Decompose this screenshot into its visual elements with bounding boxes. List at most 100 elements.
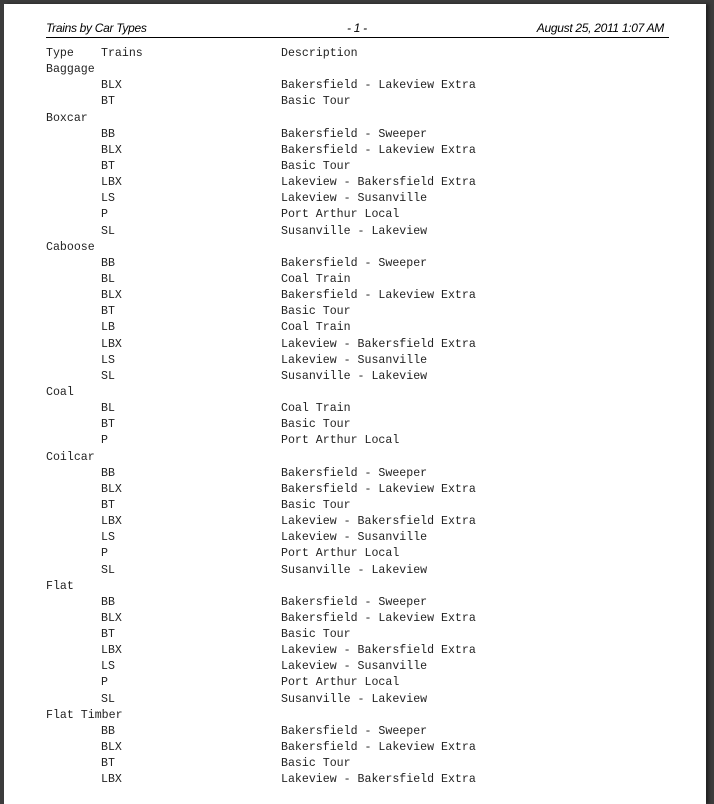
train-description: Basic Tour: [281, 757, 351, 771]
train-description: Coal Train: [281, 402, 351, 416]
train-description: Port Arthur Local: [281, 547, 400, 561]
column-description: Description: [281, 47, 358, 60]
train-code: LBX: [101, 337, 122, 351]
train-code: SL: [101, 692, 115, 706]
train-row: BT Basic Tour: [4, 304, 351, 320]
train-description: Bakersfield - Lakeview Extra: [281, 741, 476, 755]
train-code: BB: [101, 127, 115, 141]
train-description: Coal Train: [281, 272, 351, 286]
train-description: Lakeview - Susanville: [281, 531, 428, 545]
train-row: BB Bakersfield - Sweeper: [4, 127, 427, 143]
train-code: BL: [101, 272, 115, 286]
train-row: SL Susanville - Lakeview: [4, 369, 427, 385]
group-row: Baggage: [4, 62, 95, 78]
train-code: BT: [101, 305, 115, 319]
train-description: Bakersfield - Lakeview Extra: [281, 611, 476, 625]
train-description: Basic Tour: [281, 305, 351, 319]
train-row: P Port Arthur Local: [4, 433, 399, 449]
train-row: BB Bakersfield - Sweeper: [4, 466, 427, 482]
train-code: BB: [101, 724, 115, 738]
train-code: LBX: [101, 644, 122, 658]
train-code: LS: [101, 660, 115, 674]
report-table: Type Trains Description Baggage BLX Bakers…: [4, 46, 476, 788]
train-description: Susanville - Lakeview: [281, 563, 428, 577]
train-code: BLX: [101, 611, 122, 625]
train-code: LBX: [101, 176, 122, 190]
train-code: BT: [101, 418, 115, 432]
train-description: Lakeview - Bakersfield Extra: [281, 515, 476, 529]
train-description: Basic Tour: [281, 418, 351, 432]
train-code: BLX: [101, 741, 122, 755]
train-description: Port Arthur Local: [281, 676, 400, 690]
group-row: Coal: [4, 385, 74, 401]
train-description: Susanville - Lakeview: [281, 369, 428, 383]
column-type: Type: [46, 47, 74, 60]
train-description: Lakeview - Susanville: [281, 353, 428, 367]
train-row: LBX Lakeview - Bakersfield Extra: [4, 514, 476, 530]
train-code: BB: [101, 466, 115, 480]
train-row: LS Lakeview - Susanville: [4, 191, 427, 207]
train-row: BL Coal Train: [4, 272, 351, 288]
train-description: Basic Tour: [281, 628, 351, 642]
train-description: Lakeview - Bakersfield Extra: [281, 176, 476, 190]
train-row: SL Susanville - Lakeview: [4, 692, 427, 708]
train-code: SL: [101, 369, 115, 383]
train-description: Lakeview - Bakersfield Extra: [281, 644, 476, 658]
train-description: Susanville - Lakeview: [281, 224, 428, 238]
train-row: BB Bakersfield - Sweeper: [4, 724, 427, 740]
train-description: Port Arthur Local: [281, 208, 400, 222]
train-row: BT Basic Tour: [4, 159, 351, 175]
train-code: LS: [101, 531, 115, 545]
train-description: Bakersfield - Sweeper: [281, 466, 428, 480]
train-row: LS Lakeview - Susanville: [4, 353, 427, 369]
train-code: P: [101, 434, 108, 448]
train-description: Coal Train: [281, 321, 351, 335]
train-description: Bakersfield - Sweeper: [281, 595, 428, 609]
train-row: BT Basic Tour: [4, 94, 351, 110]
train-code: SL: [101, 563, 115, 577]
train-code: P: [101, 676, 108, 690]
train-row: BB Bakersfield - Sweeper: [4, 595, 427, 611]
train-code: BT: [101, 498, 115, 512]
train-row: BLX Bakersfield - Lakeview Extra: [4, 143, 476, 159]
train-description: Basic Tour: [281, 498, 351, 512]
train-description: Susanville - Lakeview: [281, 692, 428, 706]
car-type: Baggage: [46, 63, 95, 77]
header-divider: [46, 37, 669, 38]
train-description: Basic Tour: [281, 95, 351, 109]
train-code: LB: [101, 321, 115, 335]
train-description: Basic Tour: [281, 159, 351, 173]
train-row: LS Lakeview - Susanville: [4, 659, 427, 675]
train-code: SL: [101, 224, 115, 238]
train-code: BT: [101, 757, 115, 771]
train-code: BT: [101, 95, 115, 109]
train-row: P Port Arthur Local: [4, 207, 399, 223]
page-number: - 1 -: [347, 21, 367, 35]
train-row: SL Susanville - Lakeview: [4, 224, 427, 240]
car-type: Flat: [46, 579, 74, 593]
train-code: BB: [101, 595, 115, 609]
train-row: P Port Arthur Local: [4, 546, 399, 562]
car-type: Boxcar: [46, 111, 88, 125]
train-code: LS: [101, 353, 115, 367]
train-description: Bakersfield - Lakeview Extra: [281, 143, 476, 157]
train-row: BLX Bakersfield - Lakeview Extra: [4, 78, 476, 94]
train-code: BL: [101, 402, 115, 416]
group-row: Boxcar: [4, 111, 88, 127]
train-row: BT Basic Tour: [4, 498, 351, 514]
train-description: Port Arthur Local: [281, 434, 400, 448]
train-row: LBX Lakeview - Bakersfield Extra: [4, 175, 476, 191]
train-row: BLX Bakersfield - Lakeview Extra: [4, 482, 476, 498]
report-title: Trains by Car Types: [46, 21, 147, 35]
train-description: Bakersfield - Lakeview Extra: [281, 482, 476, 496]
train-code: BLX: [101, 289, 122, 303]
train-code: BB: [101, 256, 115, 270]
train-row: BL Coal Train: [4, 401, 351, 417]
train-code: BT: [101, 159, 115, 173]
car-type: Coilcar: [46, 450, 95, 464]
train-row: LB Coal Train: [4, 320, 351, 336]
train-description: Lakeview - Susanville: [281, 660, 428, 674]
train-description: Bakersfield - Lakeview Extra: [281, 289, 476, 303]
train-code: LBX: [101, 515, 122, 529]
car-type: Coal: [46, 385, 74, 399]
